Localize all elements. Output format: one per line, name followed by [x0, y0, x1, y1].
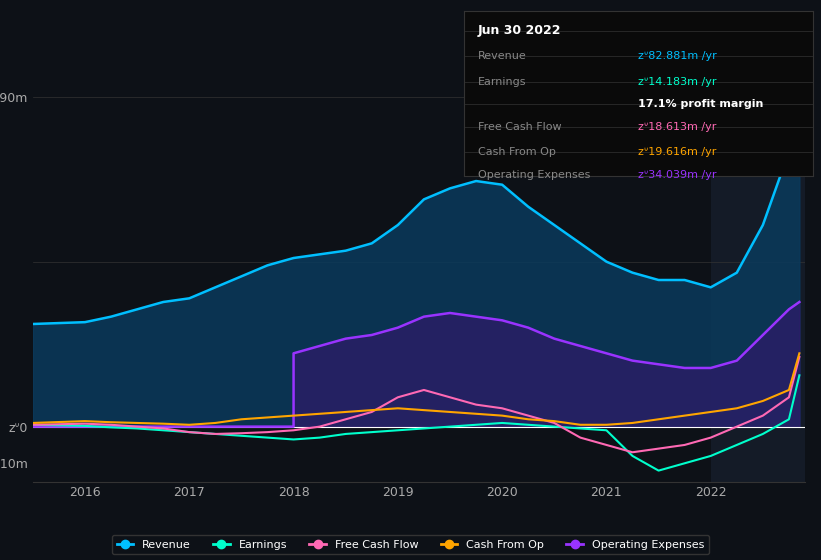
Text: 17.1% profit margin: 17.1% profit margin: [639, 99, 764, 109]
Text: zᐡ18.613m /yr: zᐡ18.613m /yr: [639, 122, 717, 132]
Text: zᐡ19.616m /yr: zᐡ19.616m /yr: [639, 147, 717, 157]
Text: Operating Expenses: Operating Expenses: [478, 170, 590, 180]
Legend: Revenue, Earnings, Free Cash Flow, Cash From Op, Operating Expenses: Revenue, Earnings, Free Cash Flow, Cash …: [112, 535, 709, 554]
Bar: [711, 78, 805, 482]
Text: Revenue: Revenue: [478, 51, 526, 61]
Text: zᐡ34.039m /yr: zᐡ34.039m /yr: [639, 170, 717, 180]
Text: Free Cash Flow: Free Cash Flow: [478, 122, 562, 132]
Text: zᐡ82.881m /yr: zᐡ82.881m /yr: [639, 51, 717, 61]
Text: Jun 30 2022: Jun 30 2022: [478, 25, 562, 38]
Text: Cash From Op: Cash From Op: [478, 147, 556, 157]
Text: Earnings: Earnings: [478, 77, 526, 87]
Text: zᐡ14.183m /yr: zᐡ14.183m /yr: [639, 77, 717, 87]
